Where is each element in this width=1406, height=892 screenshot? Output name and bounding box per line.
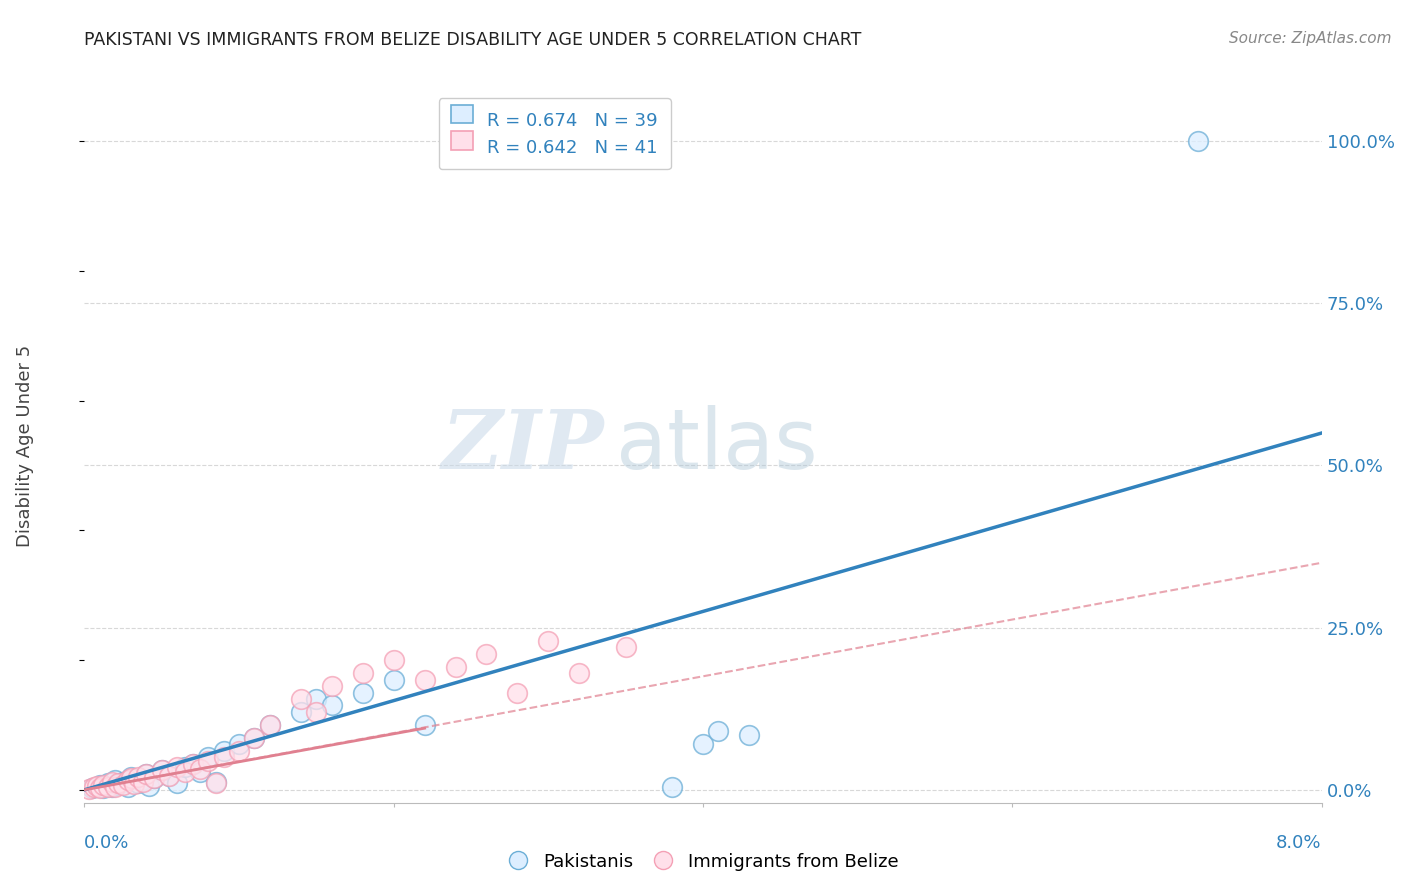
Point [321,679,343,693]
Text: ZIP: ZIP [441,406,605,486]
Point [228,744,250,758]
Point [382,673,405,687]
Point [506,685,529,699]
Point [212,750,235,764]
Point [107,778,129,792]
Point [135,766,157,780]
Point [212,744,235,758]
Point [568,666,591,681]
Point [197,754,219,768]
Point [150,764,173,778]
Point [96,776,120,790]
Point [707,724,730,739]
Point [104,773,127,788]
Point [259,718,281,732]
Point [122,777,145,791]
Point [181,756,204,771]
Point [321,698,343,713]
Text: 0.0%: 0.0% [84,834,129,852]
Point [86,780,108,794]
Point [83,780,105,795]
Point [112,778,135,792]
Text: Disability Age Under 5: Disability Age Under 5 [17,345,34,547]
Point [86,779,108,793]
Point [128,776,150,790]
Point [197,750,219,764]
Point [228,738,250,752]
Point [82,780,104,795]
Point [537,633,560,648]
Point [132,773,155,788]
Point [290,692,312,706]
Point [352,666,374,681]
Point [290,705,312,719]
Point [243,731,266,745]
Point [159,768,181,782]
Point [382,653,405,667]
Point [475,647,498,661]
Text: Source: ZipAtlas.com: Source: ZipAtlas.com [1229,31,1392,46]
Point [174,764,197,779]
Point [159,768,181,782]
Point [174,760,197,774]
Point [692,738,714,752]
Point [143,771,166,785]
Point [243,731,266,745]
Point [101,775,124,789]
Point [259,718,281,732]
Point [117,780,139,795]
Point [661,780,683,794]
Point [101,780,124,794]
Point [96,780,120,794]
Point [166,776,188,790]
Point [1187,134,1209,148]
Point [305,692,328,706]
Point [305,705,328,719]
Point [138,779,160,793]
Point [205,776,228,790]
Point [89,780,111,795]
Point [614,640,637,654]
Point [117,773,139,788]
Point [166,760,188,774]
Point [132,775,155,789]
Point [143,771,166,785]
Point [112,775,135,789]
Point [413,718,436,732]
Point [128,770,150,784]
Point [188,762,212,776]
Legend: R = 0.674   N = 39, R = 0.642   N = 41: R = 0.674 N = 39, R = 0.642 N = 41 [439,98,671,169]
Text: 8.0%: 8.0% [1277,834,1322,852]
Point [77,781,100,796]
Point [205,775,228,789]
Point [120,770,142,784]
Point [188,764,212,779]
Point [413,673,436,687]
Point [89,778,111,792]
Point [120,771,142,785]
Point [150,764,173,778]
Point [107,776,129,790]
Point [181,756,204,771]
Point [91,780,114,795]
Point [135,766,157,780]
Text: atlas: atlas [616,406,818,486]
Point [104,780,127,795]
Point [738,728,761,742]
Text: PAKISTANI VS IMMIGRANTS FROM BELIZE DISABILITY AGE UNDER 5 CORRELATION CHART: PAKISTANI VS IMMIGRANTS FROM BELIZE DISA… [84,31,862,49]
Legend: Pakistanis, Immigrants from Belize: Pakistanis, Immigrants from Belize [501,845,905,879]
Point [444,659,467,673]
Point [352,685,374,699]
Point [91,778,114,792]
